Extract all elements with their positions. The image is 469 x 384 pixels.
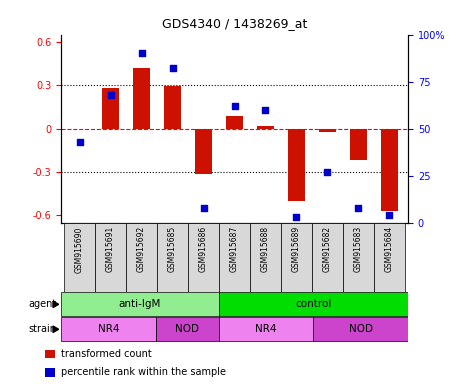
- Bar: [343, 223, 374, 292]
- Point: [262, 107, 269, 113]
- Bar: [219, 292, 408, 316]
- Text: GSM915686: GSM915686: [199, 226, 208, 272]
- Bar: [288, 129, 305, 201]
- Text: control: control: [295, 299, 332, 310]
- Point: [355, 205, 362, 211]
- Text: GSM915689: GSM915689: [292, 226, 301, 272]
- Bar: [219, 223, 250, 292]
- Text: NR4: NR4: [98, 324, 119, 334]
- Text: GSM915682: GSM915682: [323, 226, 332, 272]
- Bar: [64, 223, 95, 292]
- Point: [231, 103, 238, 109]
- Text: percentile rank within the sample: percentile rank within the sample: [61, 367, 226, 377]
- Text: GSM915690: GSM915690: [75, 226, 84, 273]
- Bar: [102, 88, 119, 129]
- Text: agent: agent: [28, 299, 56, 310]
- Bar: [226, 116, 243, 129]
- Text: GSM915692: GSM915692: [137, 226, 146, 272]
- Bar: [350, 129, 367, 161]
- Text: GSM915684: GSM915684: [385, 226, 394, 272]
- Point: [324, 169, 331, 175]
- Text: transformed count: transformed count: [61, 349, 152, 359]
- Bar: [257, 126, 274, 129]
- Text: NOD: NOD: [175, 324, 199, 334]
- Bar: [164, 86, 181, 129]
- Text: NR4: NR4: [255, 324, 277, 334]
- Text: GSM915687: GSM915687: [230, 226, 239, 272]
- Text: NOD: NOD: [349, 324, 373, 334]
- Text: GSM915691: GSM915691: [106, 226, 115, 272]
- Bar: [281, 223, 312, 292]
- Point: [76, 139, 83, 145]
- Bar: [219, 317, 313, 341]
- Bar: [133, 68, 150, 129]
- Point: [169, 65, 176, 71]
- Bar: [312, 223, 343, 292]
- Text: GSM915688: GSM915688: [261, 226, 270, 272]
- Bar: [381, 129, 398, 211]
- Bar: [157, 223, 188, 292]
- Bar: [374, 223, 405, 292]
- Bar: [195, 129, 212, 174]
- Text: GSM915685: GSM915685: [168, 226, 177, 272]
- Bar: [126, 223, 157, 292]
- Bar: [188, 223, 219, 292]
- Text: GDS4340 / 1438269_at: GDS4340 / 1438269_at: [162, 17, 307, 30]
- Text: anti-IgM: anti-IgM: [119, 299, 161, 310]
- Point: [107, 92, 114, 98]
- Bar: [156, 317, 219, 341]
- Bar: [313, 317, 408, 341]
- Point: [138, 50, 145, 56]
- Bar: [45, 350, 55, 358]
- Text: GSM915683: GSM915683: [354, 226, 363, 272]
- Bar: [61, 292, 219, 316]
- Bar: [61, 317, 156, 341]
- Text: strain: strain: [28, 324, 56, 334]
- Bar: [250, 223, 281, 292]
- Point: [200, 205, 207, 211]
- Bar: [45, 368, 55, 377]
- Bar: [95, 223, 126, 292]
- Bar: [319, 129, 336, 132]
- Point: [386, 212, 393, 218]
- Point: [293, 214, 300, 220]
